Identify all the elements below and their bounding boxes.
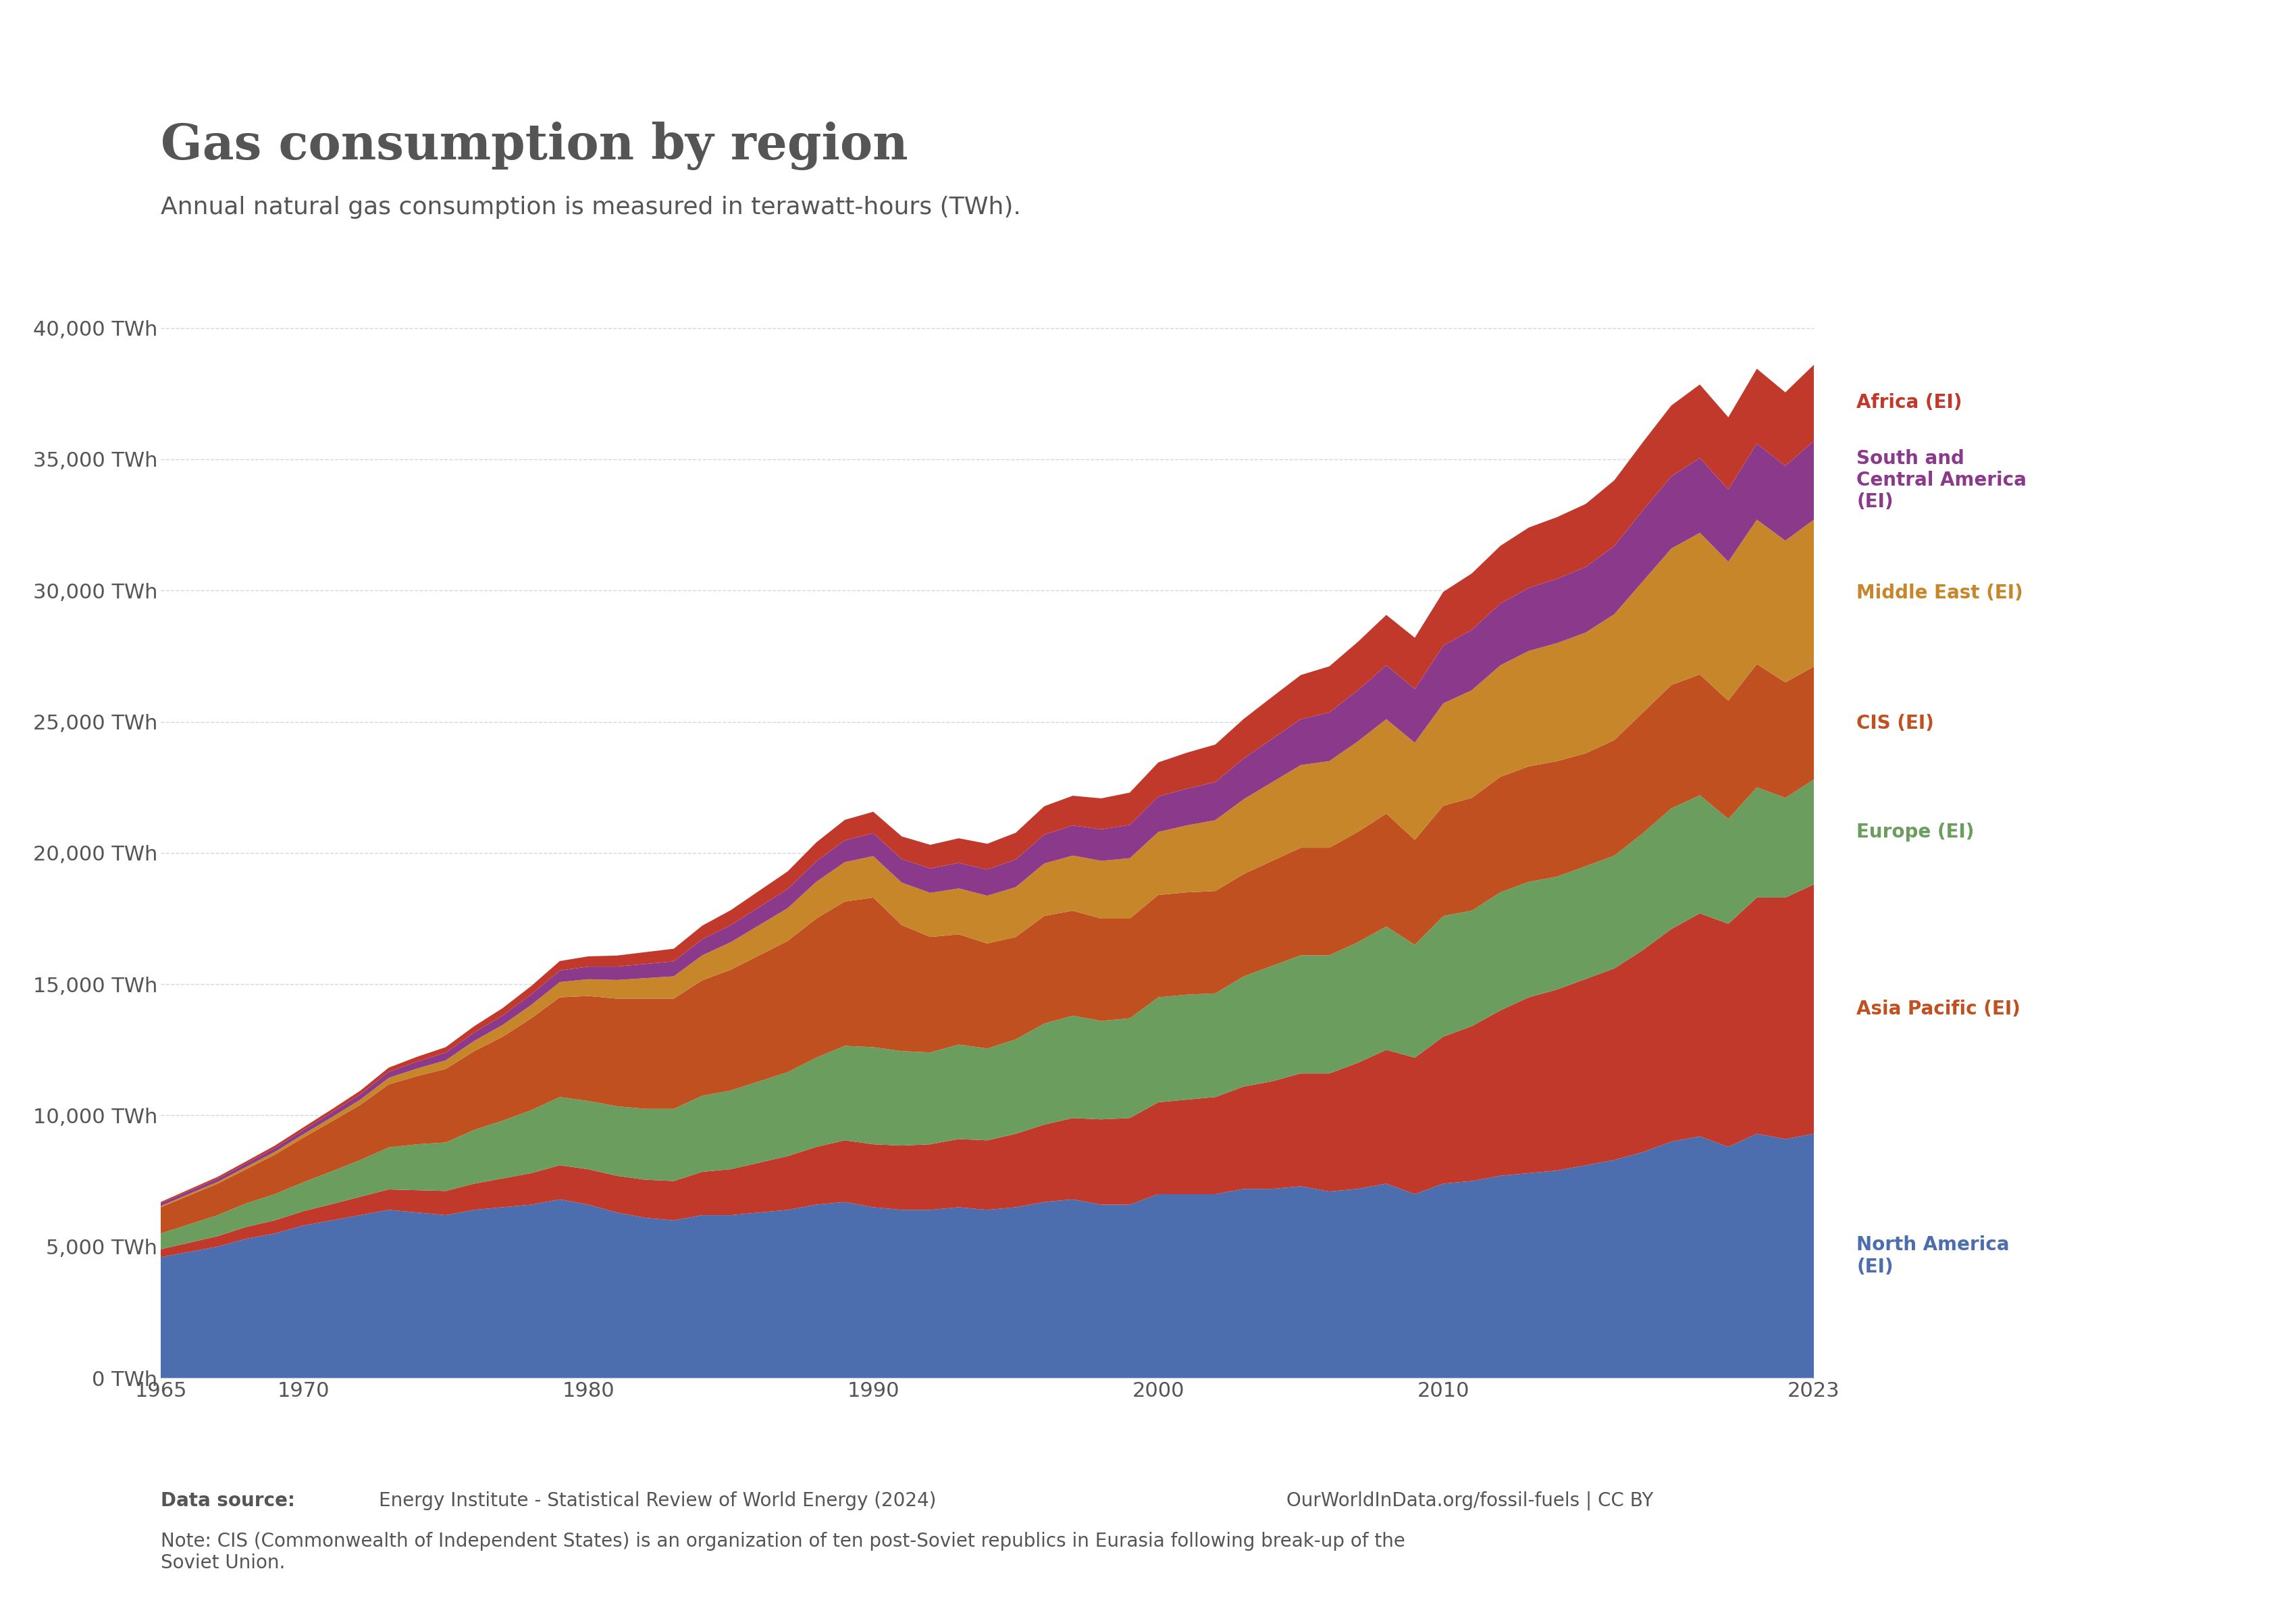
Text: CIS (EI): CIS (EI) <box>1857 713 1933 733</box>
Text: South and
Central America
(EI): South and Central America (EI) <box>1857 449 2027 512</box>
Text: Annual natural gas consumption is measured in terawatt-hours (TWh).: Annual natural gas consumption is measur… <box>161 196 1022 219</box>
Text: Our World: Our World <box>2092 91 2190 107</box>
Text: Note: CIS (Commonwealth of Independent States) is an organization of ten post-So: Note: CIS (Commonwealth of Independent S… <box>161 1532 1405 1572</box>
Text: in Data: in Data <box>2108 143 2174 159</box>
Text: Gas consumption by region: Gas consumption by region <box>161 122 907 170</box>
Text: Africa (EI): Africa (EI) <box>1857 394 1963 412</box>
Text: Data source:: Data source: <box>161 1491 301 1511</box>
Text: Europe (EI): Europe (EI) <box>1857 822 1975 841</box>
Text: Asia Pacific (EI): Asia Pacific (EI) <box>1857 1000 2020 1018</box>
Text: Energy Institute - Statistical Review of World Energy (2024): Energy Institute - Statistical Review of… <box>379 1491 937 1511</box>
Text: North America
(EI): North America (EI) <box>1857 1235 2009 1276</box>
Text: Middle East (EI): Middle East (EI) <box>1857 584 2023 603</box>
Text: OurWorldInData.org/fossil-fuels | CC BY: OurWorldInData.org/fossil-fuels | CC BY <box>1286 1491 1653 1511</box>
